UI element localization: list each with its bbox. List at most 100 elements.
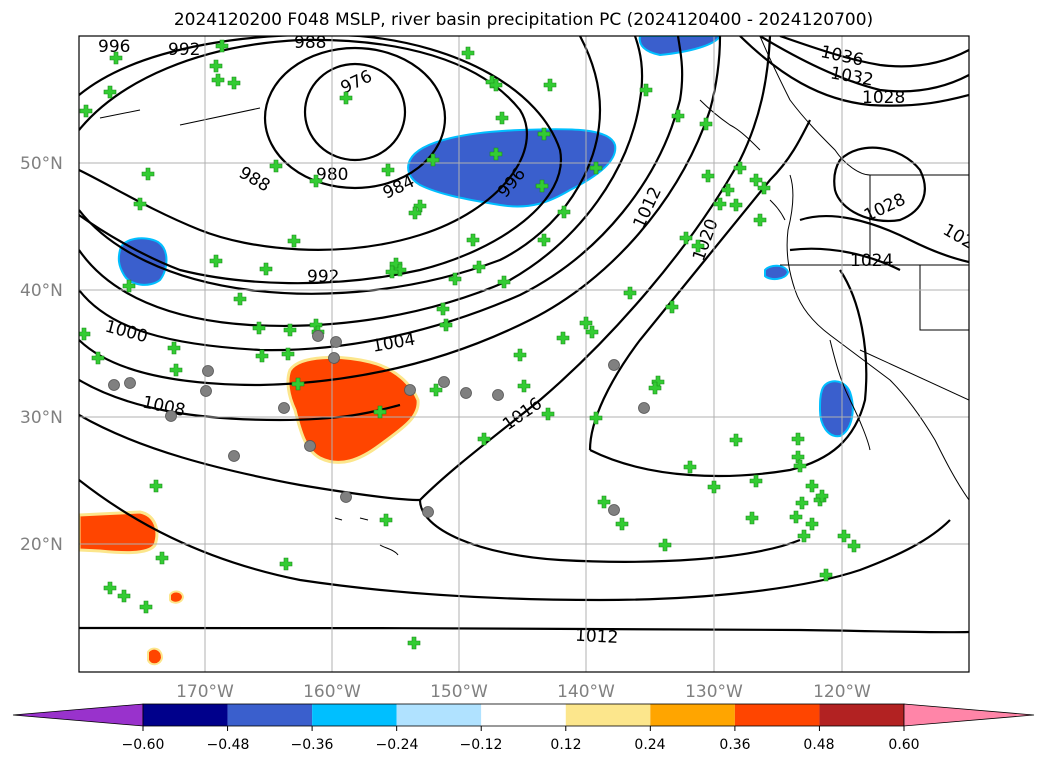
- station-plus-marker: [543, 78, 557, 92]
- station-plus-marker: [448, 272, 462, 286]
- colorbar-tick-label: −0.12: [460, 737, 503, 753]
- station-plus-marker: [589, 161, 603, 175]
- station-plus-marker: [648, 381, 662, 395]
- station-plus-marker: [133, 197, 147, 211]
- station-plus-marker: [281, 347, 295, 361]
- station-plus-marker: [753, 213, 767, 227]
- station-plus-marker: [791, 432, 805, 446]
- station-plus-marker: [557, 205, 571, 219]
- station-circle-marker: [200, 385, 212, 397]
- station-plus-marker: [413, 199, 427, 213]
- station-plus-marker: [495, 111, 509, 125]
- station-plus-marker: [291, 377, 305, 391]
- lon-label-120w: 120°W: [813, 682, 871, 702]
- station-circle-marker: [165, 410, 177, 422]
- lon-label-150w: 150°W: [430, 682, 488, 702]
- colorbar-tick-label: −0.36: [291, 737, 334, 753]
- station-plus-marker: [517, 379, 531, 393]
- station-plus-marker: [233, 292, 247, 306]
- station-plus-marker: [269, 159, 283, 173]
- station-plus-marker: [489, 78, 503, 92]
- station-circle-marker: [608, 359, 620, 371]
- station-plus-marker: [579, 316, 593, 330]
- station-circle-marker: [278, 402, 290, 414]
- station-circle-marker: [108, 379, 120, 391]
- station-plus-marker: [537, 233, 551, 247]
- station-plus-marker: [309, 174, 323, 188]
- coastlines: [99, 36, 969, 556]
- longitude-labels: 170°W 160°W 150°W 140°W 130°W 120°W: [176, 682, 871, 702]
- station-plus-marker: [729, 198, 743, 212]
- station-plus-marker: [721, 183, 735, 197]
- station-circle-marker: [422, 506, 434, 518]
- station-plus-marker: [117, 589, 131, 603]
- station-plus-marker: [847, 539, 861, 553]
- station-plus-marker: [373, 405, 387, 419]
- isobar-label: 992: [307, 267, 339, 287]
- colorbar-tick-label: −0.48: [207, 737, 250, 753]
- station-plus-marker: [255, 349, 269, 363]
- colorbar-segment: [227, 704, 313, 726]
- lon-label-130w: 130°W: [685, 682, 743, 702]
- negative-precip-coast: [764, 264, 790, 281]
- station-plus-marker: [658, 538, 672, 552]
- map-frame: [78, 35, 970, 673]
- negative-precip-gulf-of-alaska: [407, 128, 617, 208]
- colorbar-segment: [734, 704, 820, 726]
- station-plus-marker: [279, 557, 293, 571]
- station-plus-marker: [497, 275, 511, 289]
- station-plus-marker: [283, 323, 297, 337]
- station-plus-marker: [541, 407, 555, 421]
- station-plus-marker: [169, 363, 183, 377]
- station-plus-marker: [789, 510, 803, 524]
- station-plus-marker: [103, 581, 117, 595]
- negative-precip-aleutian: [117, 237, 168, 286]
- station-plus-marker: [103, 85, 117, 99]
- lat-label-20n: 20°N: [20, 535, 63, 555]
- station-plus-marker: [426, 153, 440, 167]
- station-plus-marker: [535, 179, 549, 193]
- latitude-labels: 50°N 40°N 30°N 20°N: [20, 154, 63, 555]
- station-plus-marker: [436, 302, 450, 316]
- station-plus-marker: [537, 127, 551, 141]
- station-plus-marker: [707, 480, 721, 494]
- colorbar-tick-label: −0.60: [122, 737, 165, 753]
- station-plus-marker: [91, 351, 105, 365]
- station-plus-marker: [79, 104, 93, 118]
- station-plus-marker: [639, 83, 653, 97]
- station-plus-marker: [729, 433, 743, 447]
- isobar-label: 1028: [862, 88, 905, 108]
- station-plus-marker: [141, 167, 155, 181]
- colorbar-segment: [650, 704, 735, 726]
- station-plus-marker: [287, 234, 301, 248]
- colorbar-tick-label: −0.24: [376, 737, 419, 753]
- station-circle-marker: [404, 384, 416, 396]
- station-plus-marker: [683, 460, 697, 474]
- station-plus-marker: [699, 117, 713, 131]
- station-plus-marker: [211, 73, 225, 87]
- colorbar-segment: [396, 704, 482, 726]
- station-plus-marker: [489, 147, 503, 161]
- station-plus-marker: [477, 432, 491, 446]
- positive-precip-central: [286, 355, 420, 464]
- station-plus-marker: [713, 197, 727, 211]
- station-plus-marker: [209, 254, 223, 268]
- station-circle-marker: [460, 387, 472, 399]
- lat-label-40n: 40°N: [20, 281, 63, 301]
- colorbar-extend-max: [903, 703, 1035, 727]
- station-plus-marker: [623, 286, 637, 300]
- station-plus-marker: [109, 51, 123, 65]
- station-plus-marker: [122, 279, 136, 293]
- station-plus-marker: [466, 233, 480, 247]
- station-plus-marker: [513, 348, 527, 362]
- station-plus-marker: [556, 331, 570, 345]
- station-circle-marker: [202, 365, 214, 377]
- isobar-label: 992: [168, 40, 200, 60]
- station-plus-marker: [793, 459, 807, 473]
- colorbar-segment: [143, 704, 228, 726]
- negative-precip-baja: [818, 380, 854, 438]
- colorbar-segment: [312, 704, 397, 726]
- station-markers: [79, 39, 861, 650]
- lon-label-140w: 140°W: [557, 682, 615, 702]
- station-circle-marker: [638, 402, 650, 414]
